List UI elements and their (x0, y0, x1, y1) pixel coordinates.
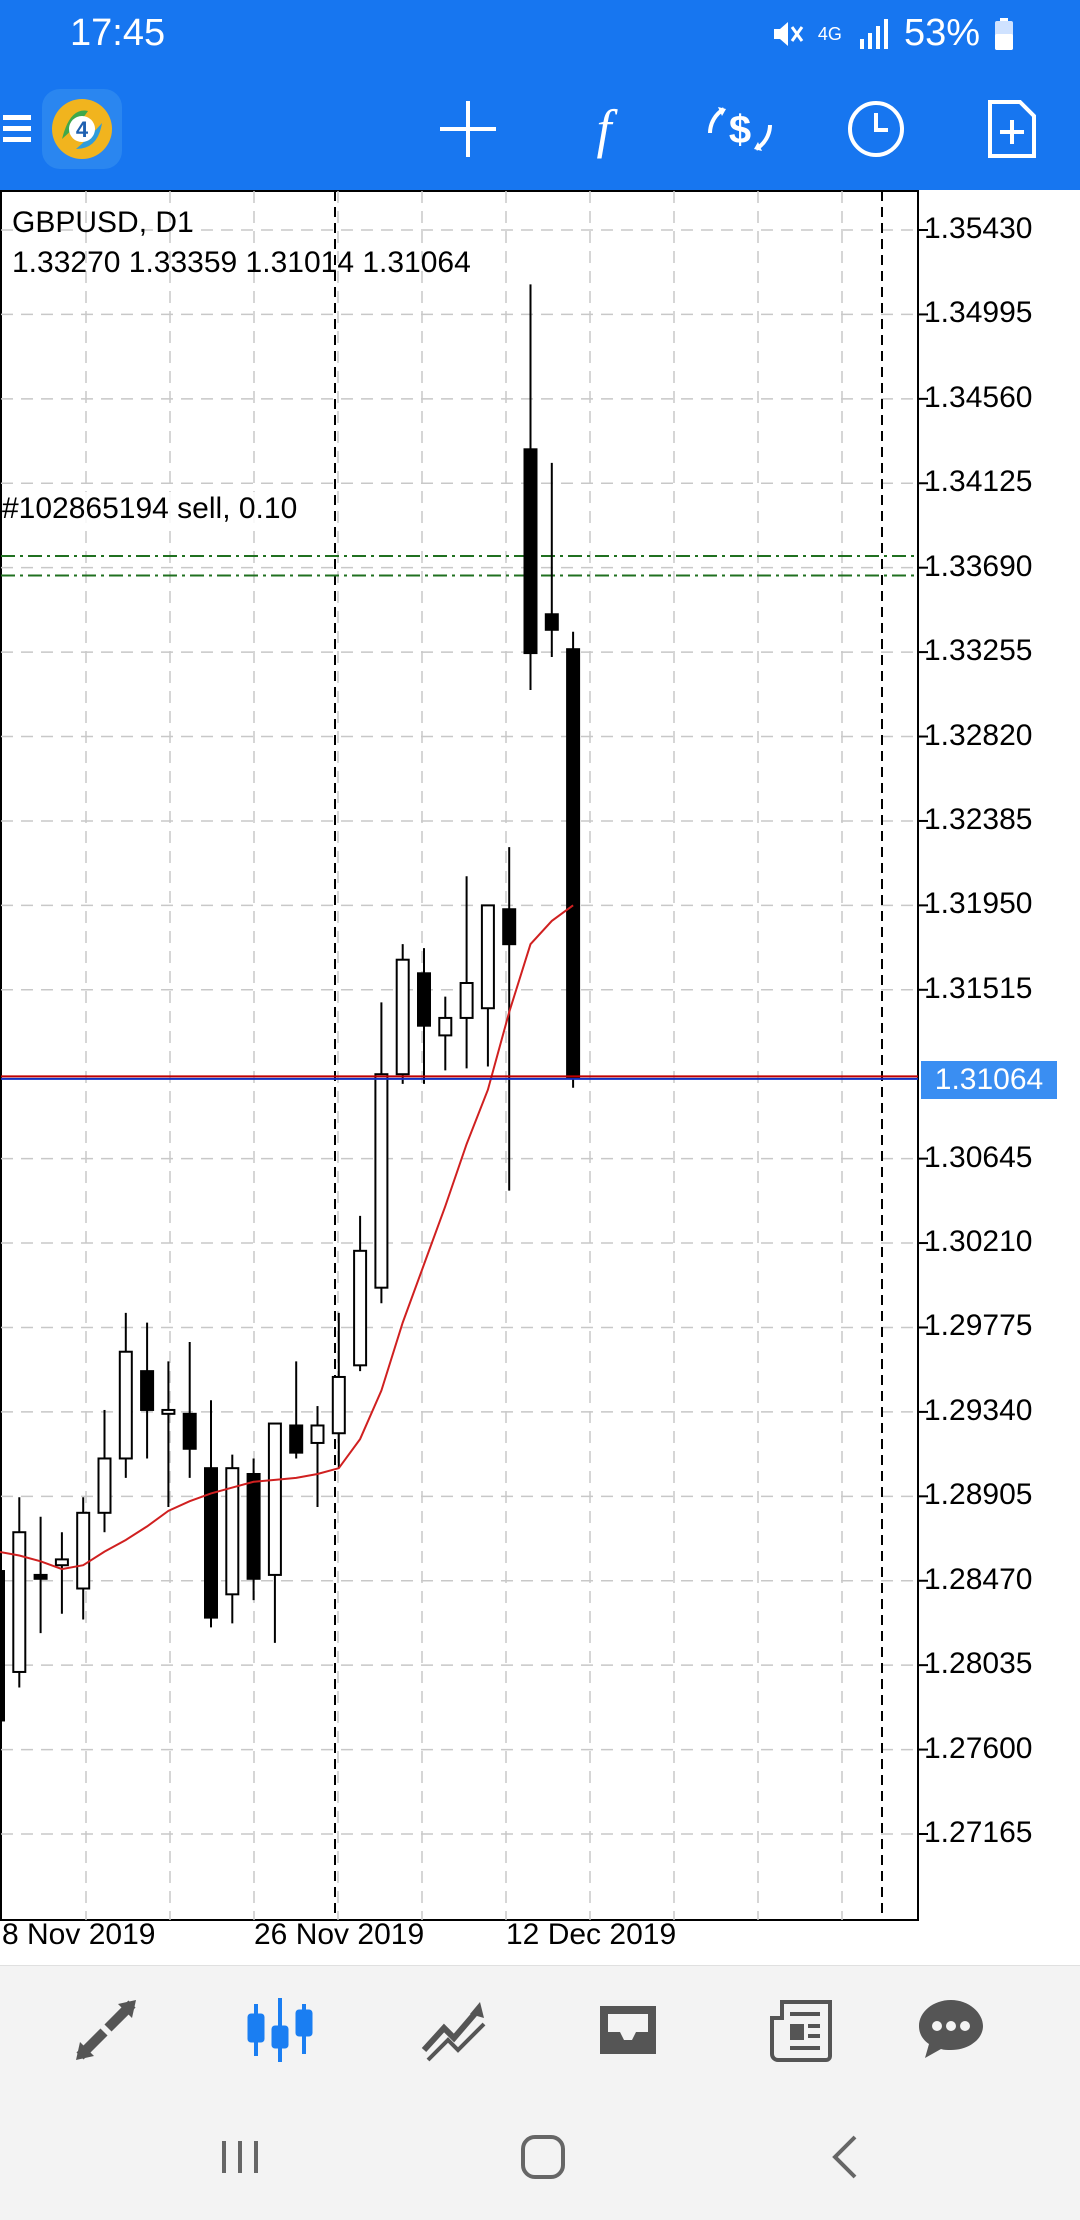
candle-body (438, 1016, 453, 1037)
price-tick-label: 1.34125 (924, 465, 1033, 499)
status-time: 17:45 (70, 12, 166, 54)
candle-body (417, 972, 431, 1027)
price-tick-label: 1.33255 (924, 634, 1033, 668)
candle-body (140, 1370, 155, 1411)
mute-icon (770, 17, 804, 51)
chat-icon[interactable] (891, 1966, 1011, 2094)
candle-body (97, 1457, 112, 1514)
price-tick-label: 1.28470 (924, 1562, 1033, 1596)
history-icon[interactable] (568, 1966, 688, 2094)
system-navigation (0, 2093, 1080, 2220)
chart-frame (0, 190, 919, 1921)
ohlc-label: 1.33270 1.33359 1.31014 1.31064 (12, 246, 471, 279)
candle-body (76, 1511, 91, 1590)
price-tick-label: 1.30210 (924, 1225, 1033, 1259)
chart-canvas[interactable] (0, 190, 1080, 1965)
metatrader-logo-icon[interactable]: 4 (34, 68, 130, 190)
candle-body (204, 1467, 218, 1619)
svg-text:4: 4 (76, 117, 89, 142)
moving-average-line (0, 904, 574, 1571)
chart-icon[interactable] (220, 1966, 340, 2094)
new-order-icon[interactable] (957, 68, 1067, 190)
quotes-icon[interactable] (46, 1966, 166, 2094)
price-tick-label: 1.27600 (924, 1731, 1033, 1765)
price-chart[interactable]: GBPUSD, D1 1.33270 1.33359 1.31014 1.310… (0, 190, 1080, 1965)
candle-body (182, 1412, 197, 1450)
candle-body (353, 1249, 368, 1367)
price-tick-label: 1.32385 (924, 802, 1033, 836)
candle-body (331, 1375, 346, 1435)
candle-body (54, 1558, 69, 1567)
candle-body (161, 1408, 176, 1415)
price-tick-label: 1.28905 (924, 1478, 1033, 1512)
news-icon[interactable] (742, 1966, 862, 2094)
timeframe-icon[interactable] (821, 68, 931, 190)
battery-icon (994, 17, 1014, 51)
price-tick-label: 1.30645 (924, 1140, 1033, 1174)
candle-body (566, 648, 581, 1080)
price-tick-label: 1.35430 (924, 212, 1033, 245)
candle-body (480, 904, 495, 1010)
price-tick-label: 1.31515 (924, 971, 1033, 1005)
bottom-navigation (0, 1965, 1080, 2093)
candle-body (225, 1467, 240, 1596)
trade-nav-icon[interactable] (394, 1966, 514, 2094)
back-icon[interactable] (785, 2093, 905, 2220)
candle-body (502, 908, 517, 946)
price-tick-label: 1.28035 (924, 1647, 1033, 1681)
price-tick-label: 1.29340 (924, 1393, 1033, 1427)
network-4g-icon: 4G (817, 23, 842, 44)
price-tick-label: 1.32820 (924, 718, 1033, 752)
candle-body (33, 1573, 48, 1580)
recents-icon[interactable] (180, 2093, 300, 2220)
status-bar: 17:45 4G 53% (0, 0, 1080, 68)
candle-body (12, 1531, 27, 1673)
candle-body (267, 1422, 282, 1576)
price-tick-label: 1.33690 (924, 549, 1033, 583)
menu-icon[interactable] (0, 68, 36, 190)
svg-text:$: $ (729, 108, 751, 152)
candle-body (310, 1424, 325, 1444)
order-label[interactable]: #102865194 sell, 0.10 (2, 492, 298, 526)
candle-body (374, 1073, 389, 1289)
symbol-label: GBPUSD, D1 (12, 206, 194, 239)
candle-body (118, 1350, 133, 1460)
signal-icon (856, 17, 890, 51)
price-tick-label: 1.27165 (924, 1816, 1033, 1849)
price-tick-label: 1.34560 (924, 380, 1033, 414)
candle-body (523, 448, 538, 655)
price-tick-label: 1.34995 (924, 296, 1033, 330)
price-tick-label: 1.31950 (924, 887, 1033, 921)
status-icons: 4G 53% (770, 12, 1014, 55)
svg-text:f: f (596, 99, 618, 159)
indicators-icon[interactable]: f (549, 68, 659, 190)
candle-body (459, 981, 474, 1019)
date-tick-label: 26 Nov 2019 (254, 1918, 425, 1951)
trade-icon[interactable]: $ (685, 68, 795, 190)
candle-body (246, 1472, 261, 1580)
price-tick-label: 1.29775 (924, 1309, 1033, 1343)
battery-level: 53% (903, 12, 980, 54)
candle-body (0, 1570, 5, 1722)
crosshair-icon[interactable] (413, 68, 523, 190)
top-toolbar: 4 f $ (0, 68, 1080, 190)
date-tick-label: 8 Nov 2019 (2, 1918, 156, 1951)
candle-body (289, 1424, 304, 1454)
home-icon[interactable] (483, 2093, 603, 2220)
current-price-badge: 1.31064 (921, 1061, 1057, 1099)
date-tick-label: 12 Dec 2019 (506, 1918, 677, 1951)
candle-body (544, 613, 559, 631)
candle-body (395, 958, 410, 1076)
